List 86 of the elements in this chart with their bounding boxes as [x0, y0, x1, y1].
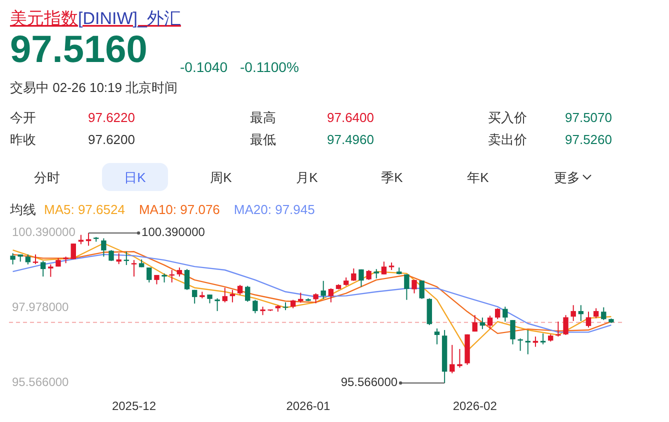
- text: 97.5260: [565, 132, 612, 147]
- candlestick: [116, 252, 122, 265]
- candlestick: [434, 328, 440, 345]
- candlestick: [131, 260, 137, 278]
- text: 买入价: [488, 110, 527, 125]
- candlestick: [358, 268, 364, 288]
- candlestick: [86, 232, 92, 246]
- text: 卖出价: [488, 132, 527, 147]
- candlestick: [146, 267, 152, 283]
- candlestick: [320, 280, 326, 300]
- text: 日K: [124, 170, 146, 185]
- candlestick: [578, 304, 584, 322]
- candlestick: [328, 288, 334, 303]
- candlestick: [502, 306, 508, 322]
- text: 最低: [250, 132, 276, 147]
- candlestick: [124, 251, 130, 266]
- text: 今开: [10, 110, 36, 125]
- candlestick: [10, 252, 16, 265]
- candlestick: [222, 287, 228, 303]
- text: 97.6200: [88, 132, 135, 147]
- text: 97.4960: [327, 132, 374, 147]
- candlestick: [472, 314, 478, 332]
- candlestick: [245, 285, 250, 302]
- candlestick: [525, 330, 530, 355]
- candlestick: [313, 292, 318, 304]
- candlestick: [450, 344, 455, 374]
- candlestick: [412, 279, 417, 294]
- annotation: 95.566000: [340, 375, 398, 390]
- text: 97.6400: [327, 110, 374, 125]
- candlestick: [48, 264, 54, 278]
- candlestick: [570, 304, 576, 322]
- legend-title: 均线: [9, 202, 36, 217]
- candlestick: [404, 274, 410, 300]
- candlestick: [601, 306, 606, 321]
- candlestick: [40, 260, 46, 278]
- text: 年K: [467, 170, 490, 185]
- x-tick-label: 2026-02: [452, 399, 498, 413]
- candlestick: [540, 332, 546, 345]
- candlestick: [25, 254, 31, 265]
- candlestick: [480, 317, 486, 330]
- candlestick: [192, 289, 198, 304]
- candlestick: [252, 299, 258, 314]
- candlestick: [108, 250, 114, 262]
- candlestick: [237, 284, 243, 296]
- text: 月K: [296, 170, 318, 185]
- text: 97.5160: [10, 29, 148, 71]
- y-tick-label: 100.390000: [12, 225, 76, 240]
- candlestick: [32, 254, 38, 265]
- candlestick: [381, 261, 387, 275]
- candlestick: [494, 308, 500, 320]
- candlestick: [487, 315, 493, 330]
- candlestick: [162, 272, 167, 283]
- candlestick: [563, 314, 568, 336]
- candlestick: [70, 243, 76, 260]
- y-tick-label: 97.978000: [12, 300, 70, 314]
- candlestick: [457, 348, 462, 368]
- y-tick-label: 95.566000: [12, 375, 70, 390]
- text: 97.6220: [88, 110, 135, 125]
- text: 周K: [210, 170, 232, 185]
- x-tick-label: 2025-12: [112, 399, 156, 413]
- text: 更多: [554, 170, 580, 185]
- text: MA20: 97.945: [234, 202, 315, 217]
- candlestick: [586, 311, 592, 328]
- candlestick: [176, 267, 182, 278]
- text: 97.5070: [565, 110, 612, 125]
- text: MA10: 97.076: [138, 202, 220, 217]
- text: 交易中 02-26 10:19 北京时间: [10, 80, 178, 95]
- candlestick: [419, 280, 424, 300]
- annotation: 100.390000: [142, 225, 206, 240]
- candlestick: [532, 336, 538, 348]
- text: 分时: [34, 170, 60, 185]
- text: MA5: 97.6524: [44, 202, 125, 217]
- candlestick: [593, 308, 599, 319]
- candlestick: [351, 268, 356, 282]
- text: 最高: [250, 110, 276, 125]
- x-tick-label: 2026-01: [286, 399, 331, 413]
- candlestick: [510, 320, 516, 345]
- candlestick: [374, 268, 379, 279]
- text: 季K: [381, 170, 404, 185]
- text: 昨收: [10, 132, 36, 147]
- text: -0.1100%: [240, 59, 299, 75]
- candlestick: [101, 238, 106, 258]
- candlestick: [214, 298, 220, 312]
- candlestick: [184, 268, 190, 290]
- text: -0.1040: [180, 59, 228, 75]
- candlestick: [366, 270, 372, 280]
